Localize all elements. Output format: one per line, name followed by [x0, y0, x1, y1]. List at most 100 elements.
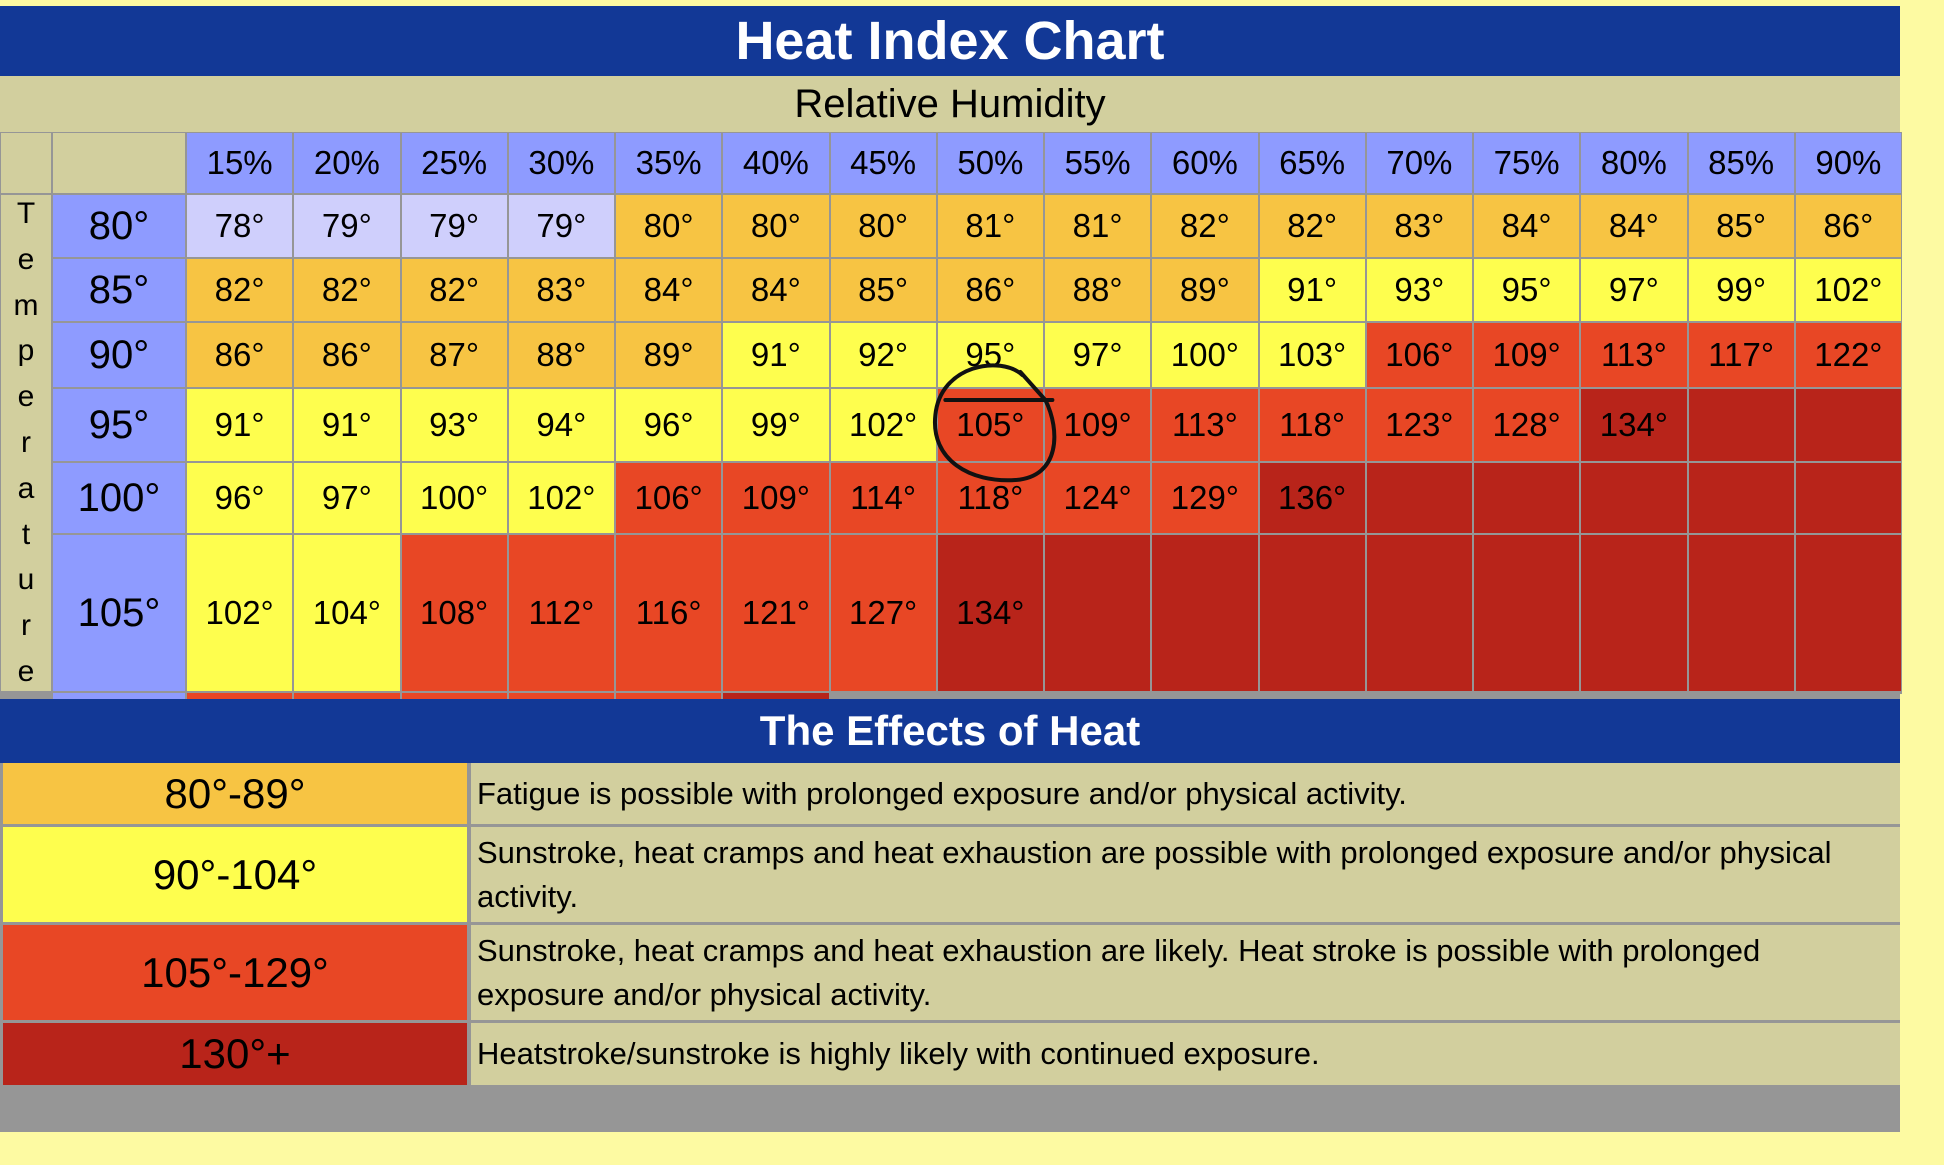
heat-index-cell: 124°: [1044, 462, 1152, 534]
temperature-axis-letter: u: [17, 563, 35, 597]
effects-range-label: 80°-89°: [3, 763, 467, 824]
heat-index-cell: 80°: [615, 194, 723, 258]
heat-index-cell: 109°: [1044, 388, 1152, 462]
effects-title: The Effects of Heat: [0, 699, 1900, 763]
heat-index-cell: 129°: [1151, 462, 1259, 534]
effects-range-label: 130°+: [3, 1023, 467, 1085]
heat-index-cell: 91°: [722, 322, 830, 388]
heat-index-cell: 94°: [507, 388, 615, 462]
temperature-axis-letter: r: [21, 425, 31, 459]
heat-index-cell: [1580, 534, 1688, 692]
heat-index-cell: 79°: [507, 194, 615, 258]
heat-index-cell: 78°: [186, 194, 294, 258]
heat-index-cell: 91°: [186, 388, 294, 462]
heat-index-cell: 134°: [1580, 388, 1688, 462]
heat-index-cell: [1365, 462, 1473, 534]
heat-index-cell: 82°: [293, 258, 401, 322]
heat-index-cell: [1687, 388, 1795, 462]
heat-index-cell: 127°: [829, 534, 937, 692]
temperature-axis-letter: e: [17, 654, 35, 688]
temperature-axis-letter: T: [16, 197, 36, 230]
corner-cell-axis: [0, 132, 52, 194]
temperature-axis-letter: p: [17, 334, 35, 368]
heat-index-cell: 81°: [936, 194, 1044, 258]
heat-index-cell: 113°: [1151, 388, 1259, 462]
effects-row: 105°-129° Sunstroke, heat cramps and heat…: [0, 925, 1900, 1023]
heat-index-cell: [1473, 534, 1581, 692]
heat-index-cell: 106°: [1365, 322, 1473, 388]
heat-index-cell: 112°: [507, 534, 615, 692]
heat-index-cell: [1151, 692, 1259, 694]
heat-index-cell: 87°: [400, 322, 508, 388]
temperature-row-label: 100°: [52, 462, 186, 534]
chart-title: Heat Index Chart: [0, 6, 1900, 76]
heat-index-cell: 89°: [615, 322, 723, 388]
heat-index-cell: [1473, 462, 1581, 534]
temperature-row-label: 80°: [52, 194, 186, 258]
heat-index-cell: 84°: [615, 258, 723, 322]
heat-index-cell: 84°: [1473, 194, 1581, 258]
heat-index-cell: 122°: [1794, 322, 1902, 388]
heat-index-cell: 83°: [1365, 194, 1473, 258]
heat-index-cell: [1794, 462, 1902, 534]
heat-index-cell: 85°: [1687, 194, 1795, 258]
heat-index-cell: 86°: [936, 258, 1044, 322]
heat-index-cell: 79°: [293, 194, 401, 258]
humidity-header-cell: 90%: [1794, 132, 1902, 194]
heat-index-cell: [1794, 388, 1902, 462]
heat-index-cell: 102°: [829, 388, 937, 462]
temperature-row-label: 95°: [52, 388, 186, 462]
humidity-header-cell: 20%: [293, 132, 401, 194]
heat-index-cell: 116°: [615, 534, 723, 692]
heat-index-cell: 97°: [1580, 258, 1688, 322]
temperature-row-label: 105°: [52, 534, 186, 692]
heat-index-cell: 121°: [722, 534, 830, 692]
heat-index-cell: [1258, 534, 1366, 692]
heat-index-cell: 113°: [1580, 322, 1688, 388]
humidity-header-cell: 70%: [1365, 132, 1473, 194]
heat-index-cell: 123°: [1365, 388, 1473, 462]
temperature-row-label: 85°: [52, 258, 186, 322]
heat-index-cell: 86°: [186, 322, 294, 388]
temperature-axis-letter: e: [17, 380, 35, 414]
heat-index-cell: 82°: [1258, 194, 1366, 258]
heat-index-chart: Heat Index Chart Relative Humidity 15% 20…: [0, 6, 1902, 1132]
heat-index-cell: 84°: [1580, 194, 1688, 258]
heat-index-cell: 106°: [615, 462, 723, 534]
heat-index-cell: 118°: [936, 462, 1044, 534]
heat-index-cell: 84°: [722, 258, 830, 322]
heat-index-cell: 85°: [829, 258, 937, 322]
humidity-header-cell: 60%: [1151, 132, 1259, 194]
heat-index-cell: 100°: [1151, 322, 1259, 388]
heat-index-cell: 96°: [615, 388, 723, 462]
temperature-axis-letter: e: [17, 242, 35, 276]
effects-row: 90°-104° Sunstroke, heat cramps and heat …: [0, 827, 1900, 925]
heat-index-cell: [936, 692, 1044, 694]
humidity-header-cell: 40%: [722, 132, 830, 194]
heat-index-cell: 99°: [1687, 258, 1795, 322]
heat-index-cell: 102°: [1794, 258, 1902, 322]
effects-range-label: 105°-129°: [3, 925, 467, 1020]
heat-index-cell: 103°: [1258, 322, 1366, 388]
heat-index-cell: 102°: [186, 534, 294, 692]
heat-index-cell: [1687, 692, 1795, 694]
temperature-axis-letter: r: [21, 609, 31, 643]
heat-index-cell: [1794, 692, 1902, 694]
heat-index-cell: 92°: [829, 322, 937, 388]
humidity-header-cell: 85%: [1687, 132, 1795, 194]
heat-index-cell: [1687, 462, 1795, 534]
heat-index-cell: 102°: [507, 462, 615, 534]
heat-index-cell: 95°: [1473, 258, 1581, 322]
relative-humidity-header: Relative Humidity: [0, 76, 1900, 132]
heat-index-cell: 134°: [936, 534, 1044, 692]
heat-index-cell: 109°: [722, 462, 830, 534]
heat-index-cell: 97°: [293, 462, 401, 534]
heat-index-cell: 100°: [400, 462, 508, 534]
heat-index-cell: 104°: [293, 534, 401, 692]
heat-index-cell: 118°: [1258, 388, 1366, 462]
heat-index-cell: [1365, 692, 1473, 694]
heat-index-cell: 79°: [400, 194, 508, 258]
heat-index-cell: [1044, 692, 1152, 694]
heat-index-cell: [1687, 534, 1795, 692]
